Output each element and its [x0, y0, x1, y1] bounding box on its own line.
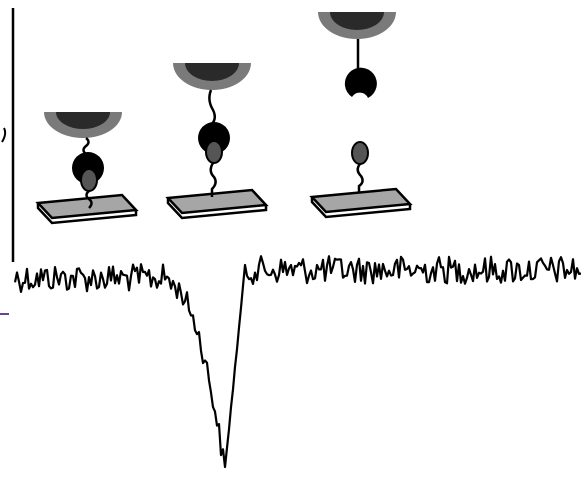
axis-mark — [2, 128, 5, 142]
figure — [0, 0, 581, 482]
scene-ruptured — [312, 12, 410, 217]
force-trace — [15, 256, 581, 467]
scene-bound — [38, 112, 136, 223]
scene-stretched — [168, 63, 266, 218]
